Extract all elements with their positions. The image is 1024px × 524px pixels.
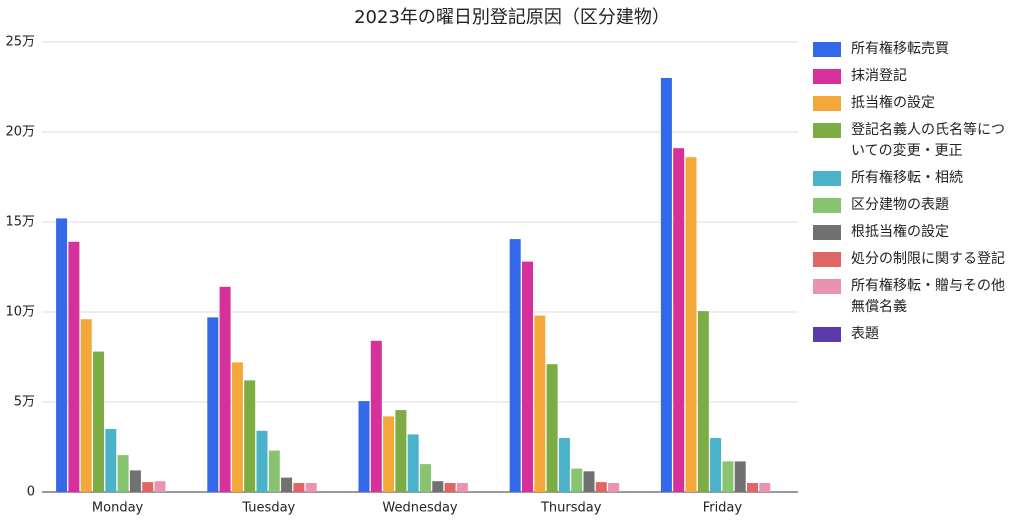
legend-label: 表題 [851,326,879,342]
bar [407,434,419,492]
bar [154,481,166,492]
legend-swatch [813,42,841,57]
legend-item: 登記名義人の氏名等についての変更・更正 [813,120,1013,162]
bar [281,477,293,492]
legend: 所有権移転売買 抹消登記 抵当権の設定 登記名義人の氏名等についての変更・更正 所有権移… [813,39,1013,345]
bar [444,483,456,492]
legend-swatch [813,225,841,240]
bar [456,483,468,492]
bar [420,464,431,492]
bar [268,450,280,492]
bar [93,351,104,492]
bar [383,416,395,492]
legend-label: 処分の制限に関する登記 [851,251,1005,267]
bar [358,401,370,492]
x-tick-label: Friday [703,501,743,516]
bar [710,438,722,492]
bar [595,482,607,492]
legend-swatch [813,279,841,294]
bar [583,471,595,492]
bar [117,455,129,492]
bar [219,286,231,492]
legend-item: 所有権移転売買 [813,39,1013,60]
bar [129,470,141,492]
bar [534,315,546,492]
bar [432,481,444,492]
bar [685,157,697,492]
bar [395,410,407,492]
legend-label: 根抵当権の設定 [851,224,949,240]
legend-label: 所有権移転・贈与その他無償名義 [851,278,1005,315]
bar [231,362,243,492]
legend-label: 区分建物の表題 [851,197,949,213]
bar [142,482,154,492]
legend-label: 抹消登記 [851,68,907,84]
bar [370,340,382,492]
legend-swatch [813,123,841,138]
bar [660,78,672,492]
x-tick-label: Thursday [540,501,602,516]
legend-swatch [813,198,841,213]
bar [509,239,521,492]
legend-item: 抹消登記 [813,66,1013,87]
bar [571,468,583,492]
legend-item: 所有権移転・相続 [813,168,1013,189]
bar [747,483,758,492]
bar [256,430,268,492]
bar [759,483,771,492]
legend-swatch [813,96,841,111]
legend-swatch [813,171,841,186]
y-tick-label: 5万 [14,395,35,410]
bar [305,483,317,492]
bar [522,261,533,492]
x-tick-label: Monday [92,501,144,516]
legend-swatch [813,252,841,267]
bar [608,483,620,492]
bar [244,380,256,492]
y-tick-label: 25万 [5,35,35,50]
bar [697,311,709,492]
bar [673,148,685,492]
legend-item: 所有権移転・贈与その他無償名義 [813,276,1013,318]
y-tick-label: 10万 [5,305,35,320]
bar [734,461,746,492]
legend-item: 処分の制限に関する登記 [813,249,1013,270]
bar [80,319,92,492]
legend-label: 登記名義人の氏名等についての変更・更正 [851,122,1005,159]
legend-swatch [813,327,841,342]
bar [207,317,219,492]
bar [56,218,68,492]
legend-item: 根抵当権の設定 [813,222,1013,243]
legend-label: 所有権移転売買 [851,41,949,57]
legend-label: 抵当権の設定 [851,95,935,111]
legend-item: 区分建物の表題 [813,195,1013,216]
bar [722,461,734,492]
legend-item: 表題 [813,324,1013,345]
x-tick-label: Wednesday [382,501,458,516]
legend-label: 所有権移転・相続 [851,170,963,186]
x-tick-label: Tuesday [241,501,295,516]
legend-item: 抵当権の設定 [813,93,1013,114]
y-tick-label: 20万 [5,125,35,140]
y-tick-label: 15万 [5,215,35,230]
bar [293,483,305,492]
legend-swatch [813,69,841,84]
chart-title: 2023年の曜日別登記原因（区分建物） [354,7,670,28]
bar [105,429,117,492]
y-tick-label: 0 [27,485,35,500]
bar [546,364,558,492]
bar [558,438,570,492]
bar [68,241,80,492]
